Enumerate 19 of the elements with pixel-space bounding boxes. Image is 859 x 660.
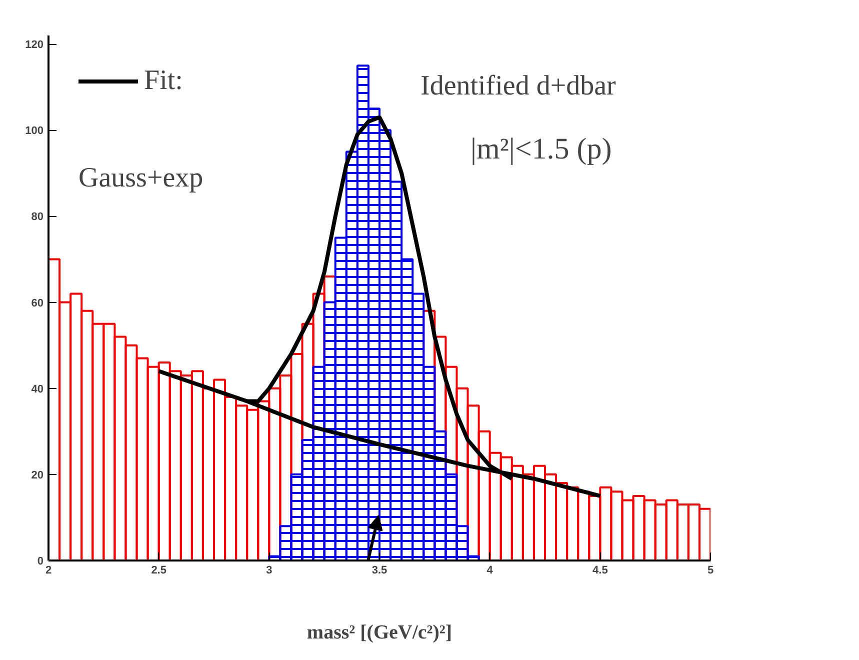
annotation: Gauss+exp xyxy=(78,162,204,194)
y-tick-label: 20 xyxy=(31,469,44,482)
annotation: |m²|<1.5 (p) xyxy=(470,132,612,166)
y-tick-label: 100 xyxy=(25,125,44,138)
legend-label: Fit: xyxy=(144,65,183,97)
y-tick-label: 0 xyxy=(37,556,44,568)
x-tick-label: 4 xyxy=(486,564,494,576)
y-tick-label: 80 xyxy=(31,211,44,224)
x-tick-label: 3.5 xyxy=(372,564,388,576)
x-tick-label: 2.5 xyxy=(151,564,166,576)
y-tick-label: 40 xyxy=(31,383,44,396)
x-tick-label: 5 xyxy=(707,564,714,576)
annotation: Identified d+dbar xyxy=(420,70,617,102)
x-tick-label: 4.5 xyxy=(592,564,608,576)
x-tick-label: 3 xyxy=(266,564,272,576)
y-tick-label: 60 xyxy=(31,297,44,310)
x-tick-label: 2 xyxy=(45,564,52,576)
x-axis-title: mass² [(GeV/c²)²] xyxy=(306,622,452,644)
y-tick-label: 120 xyxy=(25,39,44,52)
